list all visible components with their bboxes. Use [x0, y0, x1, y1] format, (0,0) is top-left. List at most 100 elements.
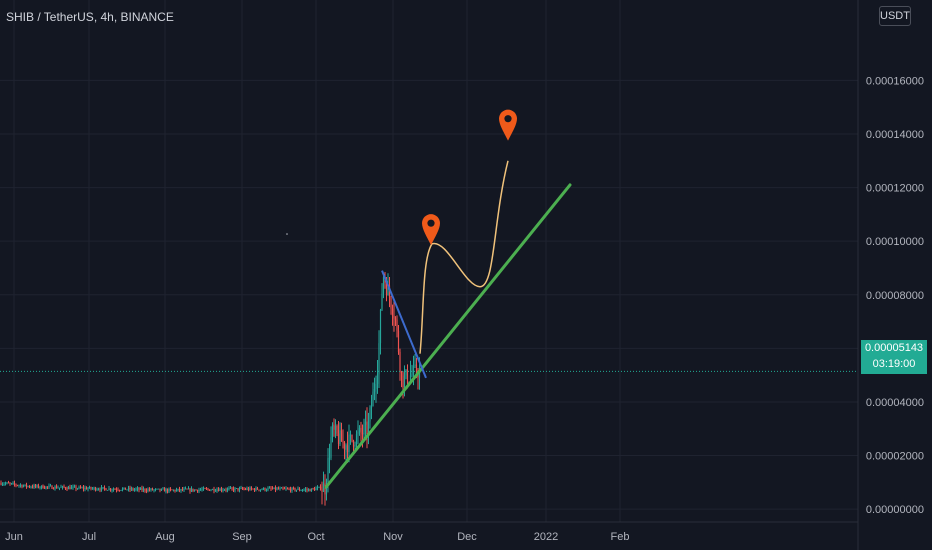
- candle-body: [297, 488, 299, 490]
- candle-body: [16, 485, 19, 486]
- candle-body: [145, 490, 148, 492]
- candle-body: [72, 486, 74, 488]
- candle-body: [316, 487, 319, 489]
- candle-body: [180, 489, 182, 491]
- candle-body: [240, 488, 242, 489]
- candle-body: [150, 488, 152, 491]
- candle-body: [282, 487, 284, 489]
- candle-body: [351, 434, 353, 441]
- candle-body: [379, 309, 382, 344]
- x-tick-label: Dec: [457, 531, 477, 543]
- candle-body: [202, 488, 205, 490]
- candle-body: [111, 489, 113, 491]
- candle-body: [55, 486, 58, 489]
- candle-body: [217, 489, 220, 491]
- candle-body: [357, 431, 359, 434]
- candle-body: [114, 489, 116, 490]
- x-tick-label: 2022: [534, 531, 558, 543]
- candle-body: [3, 483, 5, 485]
- candle-body: [333, 424, 335, 430]
- candle-body: [228, 488, 230, 490]
- candle-body: [336, 425, 338, 434]
- candle-body: [165, 489, 167, 492]
- candle-body: [132, 488, 134, 490]
- y-tick-label: 0.00012000: [866, 183, 924, 195]
- candle-body: [96, 489, 98, 491]
- candle-body: [40, 485, 43, 488]
- candle-body: [10, 483, 13, 485]
- x-tick-label: Aug: [155, 531, 175, 543]
- y-tick-label: 0.00000000: [866, 504, 924, 516]
- candle-body: [124, 487, 127, 490]
- currency-button[interactable]: USDT: [879, 6, 911, 26]
- candle-body: [109, 488, 112, 491]
- candle-body: [108, 488, 110, 491]
- candle-body: [141, 488, 143, 491]
- candle-body: [25, 484, 28, 487]
- candle-body: [220, 488, 223, 491]
- candle-body: [385, 282, 388, 295]
- candle-body: [345, 445, 347, 450]
- support-trendline[interactable]: [324, 183, 572, 489]
- candle-body: [352, 440, 355, 447]
- candle-body: [349, 434, 352, 436]
- x-tick-label: Nov: [383, 531, 403, 543]
- candle-body: [58, 487, 61, 489]
- candle-body: [183, 488, 185, 491]
- candle-body: [57, 487, 59, 489]
- candle-body: [366, 421, 368, 435]
- last-price-value: 0.00005143: [864, 342, 924, 354]
- candle-body: [417, 374, 419, 378]
- location-pin-icon[interactable]: [499, 109, 517, 141]
- candle-body: [130, 488, 133, 490]
- candle-body: [63, 486, 65, 488]
- candle-body: [328, 457, 331, 459]
- candle-body: [129, 487, 131, 490]
- candle-body: [216, 489, 218, 491]
- candle-body: [6, 482, 8, 484]
- candle-body: [346, 445, 349, 453]
- candle-body: [151, 488, 154, 491]
- candle-body: [144, 488, 146, 491]
- candle-body: [213, 489, 215, 492]
- candle-body: [246, 488, 248, 490]
- candle-body: [27, 486, 29, 487]
- candle-body: [127, 487, 130, 490]
- candle-body: [13, 483, 16, 485]
- candle-body: [237, 488, 239, 491]
- candle-body: [208, 489, 211, 491]
- candle-body: [121, 488, 124, 491]
- candle-body: [222, 490, 224, 491]
- candle-body: [94, 487, 97, 491]
- x-tick-label: Jul: [82, 531, 96, 543]
- last-price-tag: 0.00005143 03:19:00: [861, 340, 927, 374]
- candle-body: [9, 483, 11, 484]
- candle-body: [390, 297, 392, 309]
- candle-body: [354, 444, 356, 447]
- projection-curve[interactable]: [419, 160, 509, 354]
- candle-body: [319, 486, 322, 490]
- candle-body: [178, 488, 181, 491]
- candle-body: [327, 458, 329, 483]
- candle-body: [286, 488, 289, 490]
- candle-body: [117, 489, 119, 491]
- wedge-trendline[interactable]: [381, 270, 427, 379]
- candle-body: [195, 489, 197, 491]
- candle-body: [15, 484, 17, 486]
- candle-body: [295, 489, 298, 491]
- candle-body: [69, 487, 71, 490]
- location-pin-icon[interactable]: [422, 214, 440, 246]
- candle-body: [355, 433, 358, 445]
- candle-body: [192, 488, 194, 491]
- candle-body: [169, 488, 172, 490]
- location-pin-hole: [427, 219, 435, 227]
- candle-body: [118, 490, 121, 491]
- candle-body: [271, 488, 274, 490]
- candle-body: [66, 488, 68, 490]
- candle-body: [369, 407, 371, 422]
- candle-body: [235, 488, 238, 489]
- candle-body: [361, 432, 364, 435]
- candle-body: [261, 489, 263, 491]
